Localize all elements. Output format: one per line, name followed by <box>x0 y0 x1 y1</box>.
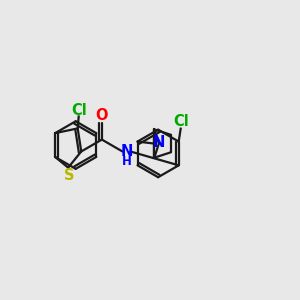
Text: Cl: Cl <box>71 103 87 118</box>
Text: O: O <box>96 109 108 124</box>
Text: N: N <box>153 135 165 150</box>
Text: N: N <box>120 144 133 159</box>
Text: Cl: Cl <box>173 114 189 129</box>
Text: S: S <box>64 168 74 183</box>
Text: H: H <box>122 155 131 168</box>
